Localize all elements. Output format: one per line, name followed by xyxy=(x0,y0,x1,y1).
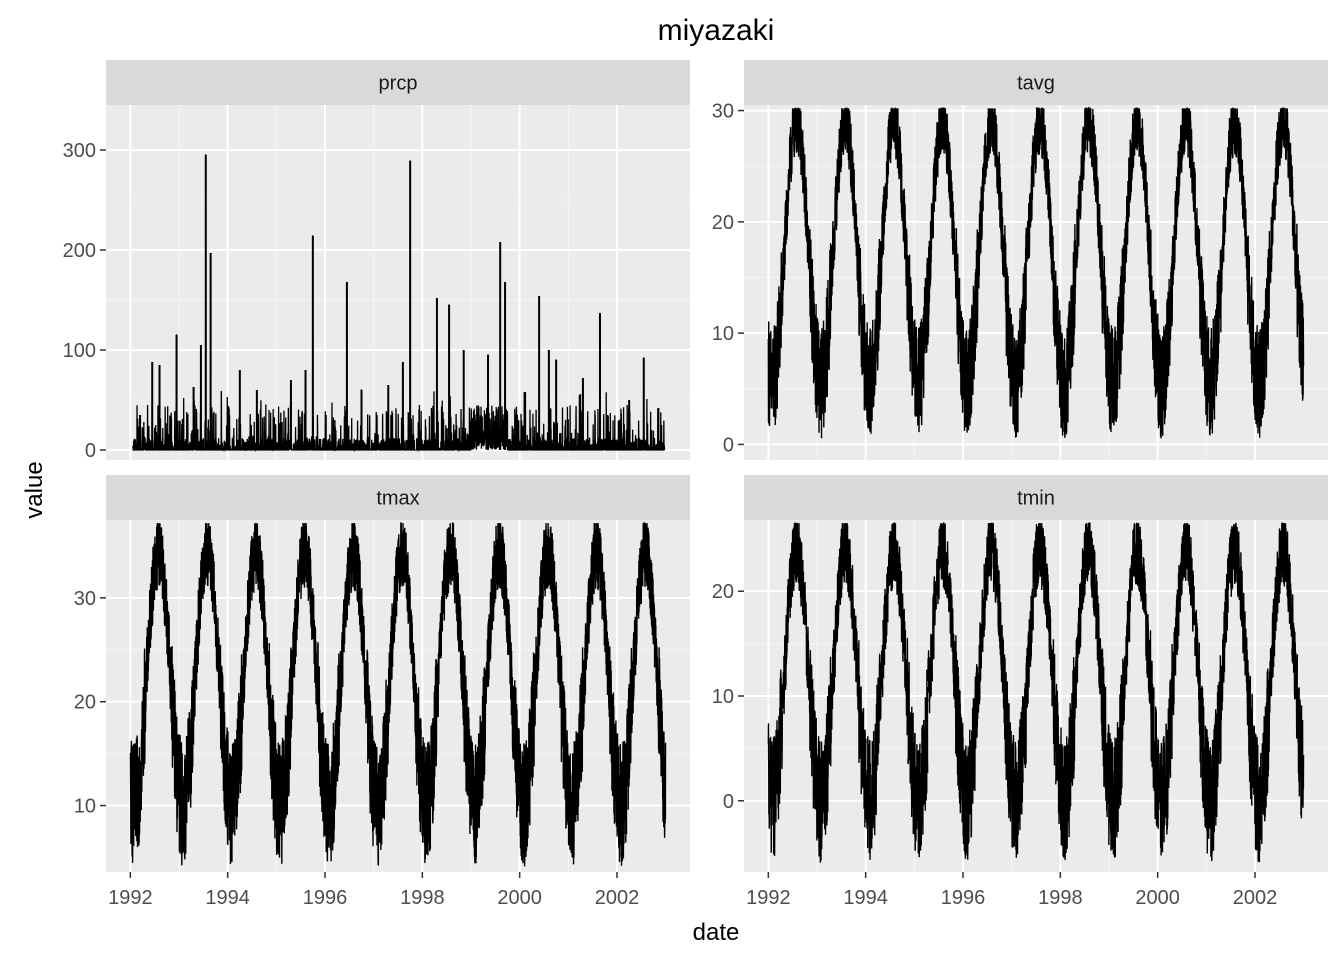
facet-strip xyxy=(744,475,1328,520)
x-axis-label: date xyxy=(693,919,740,946)
y-tick-label: 0 xyxy=(723,434,734,456)
y-tick-label: 10 xyxy=(74,796,96,818)
y-tick-label: 100 xyxy=(63,340,96,362)
facet-strip-label: tavg xyxy=(1017,73,1055,95)
x-tick-label: 1998 xyxy=(1038,887,1083,909)
x-tick-label: 1992 xyxy=(746,887,791,909)
facet-tmax: tmax 10 20 30 1992 1994 1996 1998 2000 2002 xyxy=(74,475,690,909)
series-line-tmin xyxy=(767,522,1305,863)
facet-strip xyxy=(106,475,690,520)
y-tick-label: 20 xyxy=(712,581,734,603)
chart-title: miyazaki xyxy=(658,14,775,47)
facet-strip xyxy=(106,60,690,105)
x-tick-label: 2002 xyxy=(1233,887,1278,909)
facet-prcp: prcp 0 100 200 300 xyxy=(63,60,690,462)
series-line-tmax xyxy=(129,521,667,867)
x-tick-label: 2000 xyxy=(497,887,542,909)
x-tick-label: 1992 xyxy=(108,887,153,909)
series-peaks-prcp xyxy=(139,155,660,450)
series-line-tavg xyxy=(767,106,1305,439)
facet-strip-label: tmin xyxy=(1017,488,1055,510)
x-tick-label: 1994 xyxy=(843,887,888,909)
series-line-prcp xyxy=(132,154,666,453)
facet-tmin: tmin 0 10 20 1992 1994 1996 1998 2000 2002 xyxy=(712,475,1328,909)
y-tick-label: 10 xyxy=(712,686,734,708)
panel-background xyxy=(106,105,690,460)
y-tick-label: 30 xyxy=(74,588,96,610)
facet-tavg: tavg 0 10 20 30 xyxy=(712,60,1328,460)
x-tick-label: 2002 xyxy=(595,887,640,909)
y-axis-label: value xyxy=(21,461,48,518)
x-tick-label: 1996 xyxy=(303,887,348,909)
y-tick-label: 0 xyxy=(85,440,96,462)
facet-strip-label: tmax xyxy=(376,488,419,510)
x-tick-label: 1996 xyxy=(941,887,986,909)
y-tick-label: 20 xyxy=(712,212,734,234)
x-tick-label: 1998 xyxy=(400,887,445,909)
y-tick-label: 300 xyxy=(63,140,96,162)
y-tick-label: 10 xyxy=(712,323,734,345)
facet-strip-label: prcp xyxy=(379,73,418,95)
y-tick-label: 30 xyxy=(712,101,734,123)
x-tick-label: 1994 xyxy=(205,887,250,909)
facet-strip xyxy=(744,60,1328,105)
y-tick-label: 20 xyxy=(74,692,96,714)
x-tick-label: 2000 xyxy=(1135,887,1180,909)
y-tick-label: 200 xyxy=(63,240,96,262)
y-tick-label: 0 xyxy=(723,791,734,813)
